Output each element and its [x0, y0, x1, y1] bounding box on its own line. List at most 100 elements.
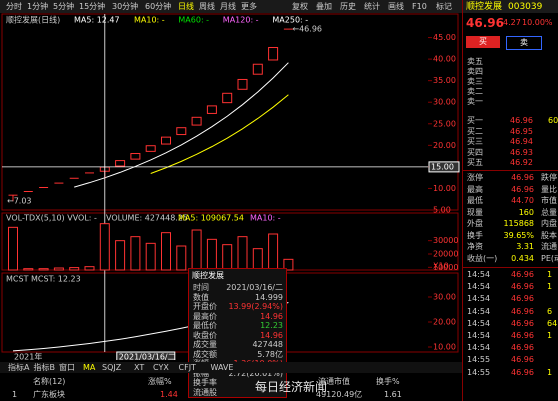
stat-label: 外盘	[467, 219, 483, 228]
candle-body	[206, 105, 217, 114]
stat-label: 总量	[541, 207, 557, 217]
tooltip-value: 14.96	[260, 311, 283, 321]
tooltip-label: 开盘价	[193, 302, 217, 311]
tool-button[interactable]: 标记	[436, 2, 452, 11]
indicator-tab[interactable]: MA	[83, 363, 96, 372]
tool-button[interactable]: 历史	[340, 2, 356, 11]
period-tab[interactable]: 5分钟	[53, 2, 75, 11]
stat-label: 收益(一)	[467, 253, 498, 263]
period-tab[interactable]: 30分钟	[112, 2, 139, 11]
stat-label: 最高	[467, 184, 483, 194]
bid-volume: 60	[548, 116, 558, 125]
indicator-tab[interactable]: WAVE	[210, 363, 234, 372]
ask-label: 卖四	[467, 67, 483, 76]
stat-value: 0.434	[511, 253, 534, 263]
volume-bar	[115, 240, 126, 271]
tool-button[interactable]: 统计	[364, 2, 380, 11]
watermark: 每日经济新闻	[255, 380, 328, 394]
period-tab[interactable]: 分时	[6, 2, 22, 11]
y-tick-label: 10.00	[433, 343, 456, 352]
change: 4.27	[503, 18, 521, 27]
stat-value: 44.70	[511, 196, 534, 205]
bid-label: 买四	[467, 147, 483, 157]
divider	[462, 0, 463, 401]
stat-value: 160	[518, 207, 534, 217]
stat-label: PE(动)	[541, 253, 558, 263]
stat-label: 量比	[541, 184, 557, 194]
tooltip-label: 成交量	[193, 340, 217, 349]
tooltip-label: 流通股	[193, 387, 217, 397]
candle-body	[252, 63, 263, 75]
tooltip-label: 数值	[193, 292, 209, 302]
tool-button[interactable]: F10	[412, 2, 427, 11]
tooltip-value: 14.96	[260, 330, 283, 340]
indicator-tab[interactable]: XT	[134, 363, 145, 372]
indicator-tab[interactable]: 窗口	[59, 363, 75, 372]
trade-price: 46.96	[511, 306, 534, 316]
table-cell: 1	[12, 390, 18, 399]
period-tab[interactable]: 更多	[241, 2, 257, 11]
tooltip-value: 13.99(2.94%)	[228, 302, 283, 311]
y-tick-label: 30000	[433, 236, 458, 245]
volume-bar	[252, 248, 263, 271]
trade-time: 14:55	[467, 355, 491, 365]
tooltip-value: 427448	[252, 340, 283, 349]
indicator-tab[interactable]: SQJZ	[102, 363, 122, 372]
period-tab[interactable]: 月线	[220, 2, 236, 11]
period-tab[interactable]: 周线	[199, 2, 215, 11]
stat-value: 46.96	[511, 184, 534, 194]
table-cell: 广东板块	[33, 390, 65, 399]
tooltip-title: 顺控发展	[192, 271, 224, 280]
tool-button[interactable]: 复权	[292, 2, 308, 11]
ask-label: 卖三	[467, 77, 483, 86]
stat-label: 最低	[467, 196, 483, 205]
period-tab[interactable]: 1分钟	[27, 2, 49, 11]
bid-price: 46.92	[510, 158, 533, 167]
indicator-tab[interactable]: CYX	[153, 363, 169, 372]
sell-button[interactable]: 卖	[506, 36, 542, 50]
volume-bar	[23, 268, 34, 271]
mcst-title: MCST MCST: 12.23	[6, 275, 81, 284]
trade-volume: 1	[547, 282, 553, 292]
y-tick-label: 25.00	[433, 119, 456, 128]
stat-label: 流通	[541, 242, 557, 251]
candle-body	[130, 153, 141, 160]
tool-button[interactable]: 画线	[388, 2, 404, 11]
x-axis-label: 2021/03/16/二	[119, 353, 176, 361]
trade-time: 14:54	[467, 306, 491, 316]
table-cell: 1.61	[384, 390, 402, 399]
crosshair-box	[428, 161, 460, 173]
tooltip	[188, 268, 287, 398]
candle-body	[191, 116, 202, 126]
indicator-tab[interactable]: 指标A	[8, 363, 30, 372]
y-tick-label: 30.00	[433, 293, 456, 302]
volume-bar	[38, 268, 49, 271]
bid-label: 买一	[467, 116, 483, 125]
period-tab[interactable]: 15分钟	[79, 2, 106, 11]
tooltip-label: 振幅	[193, 368, 209, 378]
legend-entry: MA5: 12.47	[74, 16, 120, 25]
trade-time: 14:54	[467, 318, 491, 328]
trade-time: 14:54	[467, 294, 491, 304]
period-tab[interactable]: 日线	[178, 2, 194, 11]
y-tick-label: 40.00	[433, 55, 456, 64]
ask-label: 卖五	[467, 57, 483, 66]
trade-volume: 1	[547, 270, 553, 279]
indicator-tab[interactable]: 指标B	[33, 363, 56, 372]
tooltip-label: 时间	[193, 283, 209, 292]
volume-bar	[161, 232, 171, 271]
trade-price: 46.96	[511, 282, 534, 292]
buy-button[interactable]: 买	[466, 36, 500, 48]
y-tick-label: 30.00	[433, 98, 456, 107]
tooltip-value: 14.999	[255, 292, 283, 302]
table-header: 涨幅%	[148, 377, 172, 386]
tooltip-label: 最高价	[193, 311, 217, 321]
tool-button[interactable]: 叠加	[316, 2, 332, 11]
period-tab[interactable]: 60分钟	[145, 2, 172, 11]
table-cell: 49120.49亿	[316, 390, 363, 399]
stat-value: 46.96	[511, 173, 534, 182]
indicator-tab[interactable]: CFJT	[178, 363, 196, 372]
table-header: 流通市值	[318, 377, 350, 386]
trade-price: 46.96	[511, 270, 534, 279]
